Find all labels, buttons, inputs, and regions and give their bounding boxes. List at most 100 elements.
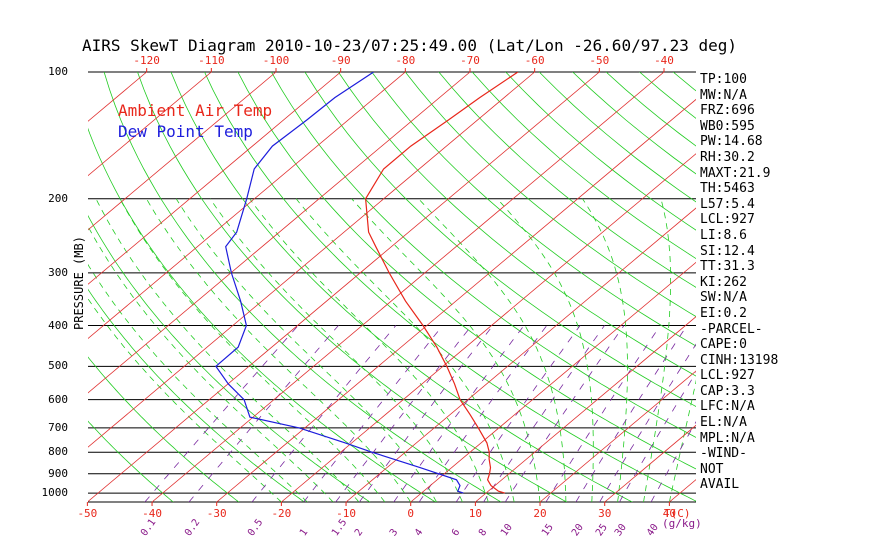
top-temp-tick--60: -60 [524,54,545,67]
index-item: EL:N/A [700,415,747,431]
mixing-ratio-lines [144,325,696,502]
moist-adiabat [295,198,515,502]
mixing-ratio-line-1 [303,325,444,502]
dry-adiabat [271,72,696,438]
bottom-temp-tick--50: -50 [77,507,98,520]
pressure-tick-700: 700 [48,420,68,434]
mixing-ratio-unit-label: (g/kg) [662,517,702,530]
isotherm [604,424,696,502]
bottom-temp-tick--20: -20 [271,507,292,520]
mixing-ratio-line-40 [650,421,696,502]
mixing-ratio-line-6 [455,325,581,502]
index-item: EI:0.2 [700,305,747,321]
moist-adiabat [497,198,594,502]
indices-panel: TP:100 MW:N/A FRZ:696 WB0:595 PW:14.68 RH:30.… [700,72,800,493]
dew-point-temp-line [215,72,464,494]
dry-adiabat [204,72,696,502]
pressure-tick-900: 900 [48,466,68,480]
pressure-tick-600: 600 [48,392,68,406]
bottom-temp-tick-0: 0 [407,507,415,520]
index-item: FRZ:696 [700,103,755,119]
index-item: TH:5463 [700,181,755,197]
dry-adiabat [505,72,696,231]
moist-adiabat [669,379,696,502]
moist-adiabat [119,198,386,502]
tick-marks [86,68,670,506]
isotherm [0,72,17,502]
pressure-tick-800: 800 [48,445,68,459]
index-item: -WIND- [700,446,747,462]
moist-adiabat [351,198,541,502]
isotherm [345,207,696,502]
index-item: CAPE:0 [700,337,747,353]
moist-adiabats [88,198,696,502]
isotherm [281,153,696,502]
dry-adiabat [237,72,696,470]
top-temp-tick--40: -40 [654,54,674,67]
dry-adiabat [304,72,696,407]
index-item: LFC:N/A [700,399,755,415]
bottom-temp-tick-10: 10 [468,507,482,520]
dry-adiabat [137,72,567,502]
isotherm [88,72,341,285]
isotherms [0,72,696,502]
mixing-ratio-line-0.5 [251,325,397,502]
index-item: MAXT:21.9 [700,165,771,181]
bottom-temp-tick--40: -40 [142,507,162,520]
index-item: AVAIL [700,477,740,493]
mixing-ratio-line-15 [545,325,661,502]
bottom-temp-tick-40: 40 [662,507,676,520]
isotherm [475,316,696,502]
dry-adiabat [103,72,502,502]
top-temp-tick--50: -50 [589,54,610,67]
mixing-ratio-line-10 [504,325,625,502]
chart-title: AIRS SkewT Diagram 2010-10-23/07:25:49.0… [82,36,738,55]
dry-adiabat [88,288,305,502]
moist-adiabat [88,263,308,502]
mixing-ratio-line-30 [619,371,696,502]
moist-adiabat [95,198,360,502]
pressure-tick-1000: 1000 [41,486,69,500]
mixing-ratio-line-25 [599,343,696,502]
index-item: TT:31.3 [700,259,755,275]
isotherm [151,72,665,502]
top-temp-tick--110: -110 [198,54,225,67]
index-item: CINH:13198 [700,352,779,368]
isotherm [539,370,696,502]
mixing-ratio-line-1.5 [335,325,473,502]
isotherm [88,72,212,177]
moist-adiabat [582,198,628,502]
mixing-ratio-line-0.2 [188,325,339,502]
dry-adiabat [88,420,174,502]
pressure-tick-100: 100 [48,65,68,78]
dry-adiabat [338,72,696,377]
legend-dew-point-temp: Dew Point Temp [118,122,253,141]
dry-adiabat [471,72,696,260]
moist-adiabat [418,198,567,502]
isotherm [88,72,600,502]
index-item: L57:5.4 [700,196,755,212]
temperature-unit-label: T(C) [664,507,691,520]
pressure-tick-400: 400 [48,318,68,332]
dry-adiabat [170,72,633,502]
y-axis-label: PRESSURE (MB) [72,236,86,330]
pressure-tick-200: 200 [48,191,68,205]
top-temp-tick--70: -70 [460,54,480,67]
moist-adiabat [209,198,463,502]
index-item: LCL:927 [700,368,755,384]
mixing-ratio-line-8 [483,325,605,502]
bottom-temp-tick--10: -10 [336,507,356,520]
mixing-ratio-line-2 [358,325,494,502]
dry-adiabats [88,72,696,502]
bottom-temp-tick--30: -30 [206,507,227,520]
dry-adiabat [438,72,696,288]
top-temp-tick--100: -100 [262,54,290,67]
index-item: CAP:3.3 [700,383,755,399]
isotherm [410,261,696,502]
moist-adiabat [146,198,412,502]
ambient-air-temp-line [364,72,519,494]
isotherm [88,72,277,231]
index-item: MW:N/A [700,87,747,103]
